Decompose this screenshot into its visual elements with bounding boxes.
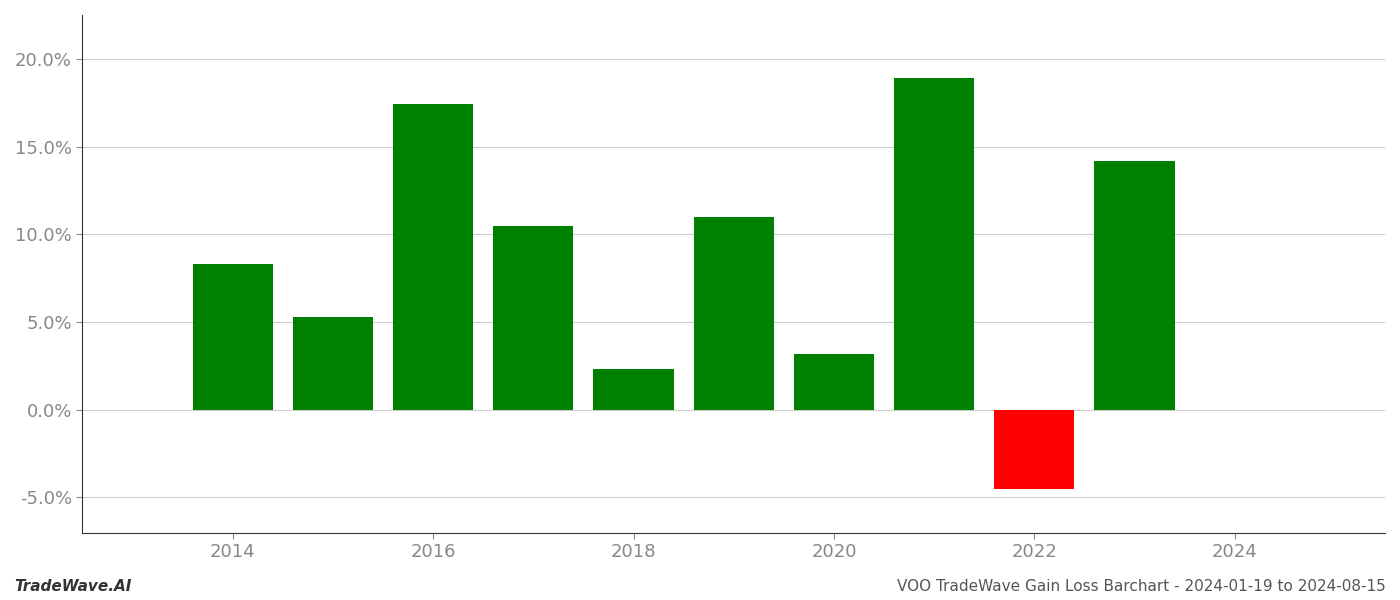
Bar	[594, 370, 673, 410]
Bar	[994, 410, 1074, 489]
Bar	[693, 217, 774, 410]
Bar	[193, 264, 273, 410]
Bar	[895, 78, 974, 410]
Text: VOO TradeWave Gain Loss Barchart - 2024-01-19 to 2024-08-15: VOO TradeWave Gain Loss Barchart - 2024-…	[897, 579, 1386, 594]
Bar	[393, 104, 473, 410]
Bar	[493, 226, 574, 410]
Text: TradeWave.AI: TradeWave.AI	[14, 579, 132, 594]
Bar	[293, 317, 372, 410]
Bar	[794, 353, 874, 410]
Bar	[1095, 161, 1175, 410]
